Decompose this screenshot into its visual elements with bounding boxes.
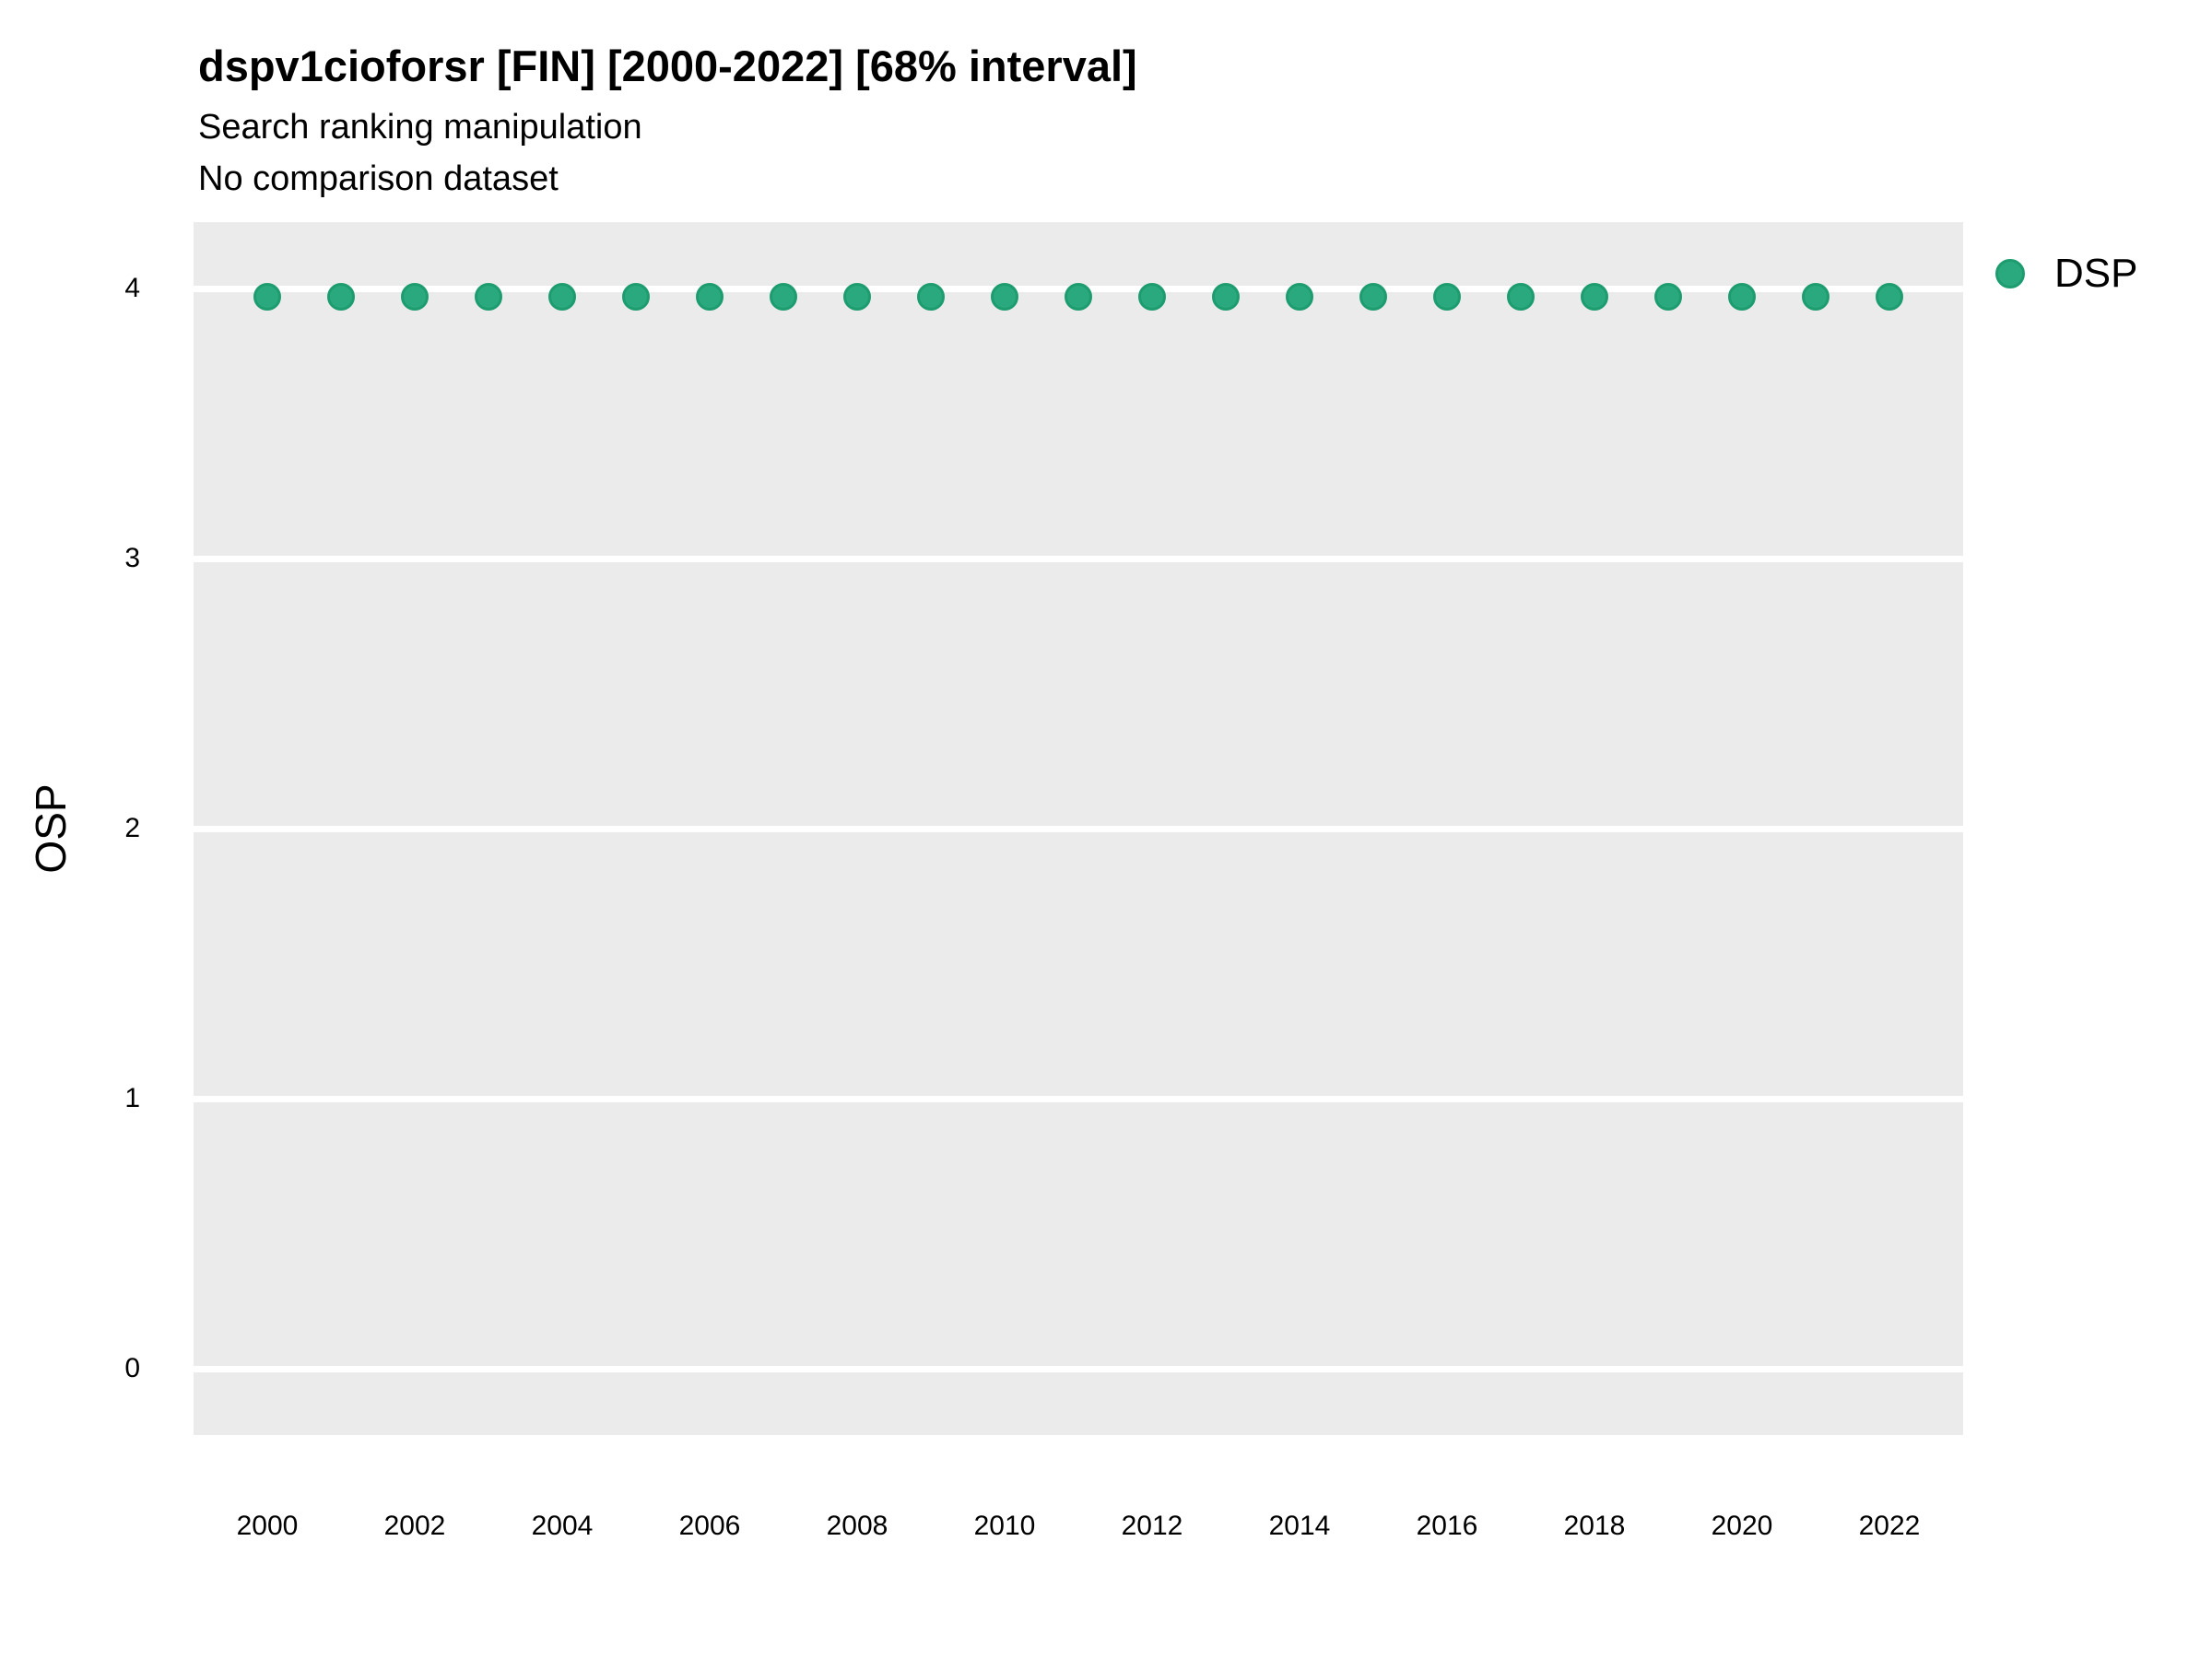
x-tick-label-2008: 2008 (826, 1511, 888, 1541)
data-point-dsp-2021 (1802, 282, 1830, 311)
data-point-dsp-2019 (1654, 282, 1682, 311)
data-point-dsp-2003 (475, 282, 502, 311)
data-point-dsp-2007 (770, 282, 797, 311)
data-point-dsp-2006 (696, 282, 724, 311)
chart-note: No comparison dataset (198, 159, 559, 198)
x-tick-label-2020: 2020 (1711, 1511, 1773, 1541)
data-point-dsp-2015 (1359, 282, 1387, 311)
data-point-dsp-2018 (1581, 282, 1608, 311)
data-point-dsp-2010 (991, 282, 1018, 311)
data-point-dsp-2002 (401, 282, 429, 311)
x-tick-label-2002: 2002 (383, 1511, 446, 1541)
x-tick-label-2006: 2006 (678, 1511, 741, 1541)
y-tick-label-1: 1 (124, 1083, 140, 1113)
x-tick-label-2014: 2014 (1268, 1511, 1331, 1541)
data-point-dsp-2009 (917, 282, 945, 311)
data-point-dsp-2011 (1065, 282, 1092, 311)
legend: DSP (1995, 250, 2137, 298)
gridline-y-2 (194, 825, 1963, 832)
x-tick-label-2010: 2010 (973, 1511, 1036, 1541)
chart-title: dspv1cioforsr [FIN] [2000-2022] [68% int… (198, 41, 1137, 90)
x-tick-label-2016: 2016 (1416, 1511, 1478, 1541)
x-tick-label-2000: 2000 (236, 1511, 299, 1541)
chart-subtitle: Search ranking manipulation (198, 108, 642, 147)
y-tick-label-4: 4 (124, 273, 140, 303)
data-point-dsp-2004 (548, 282, 576, 311)
gridline-y-0 (194, 1365, 1963, 1372)
legend-label-dsp: DSP (2054, 251, 2138, 296)
legend-marker-dsp-icon (1995, 259, 2025, 288)
x-tick-label-2022: 2022 (1858, 1511, 1921, 1541)
y-tick-label-2: 2 (124, 813, 140, 843)
x-tick-label-2018: 2018 (1563, 1511, 1626, 1541)
data-point-dsp-2016 (1433, 282, 1461, 311)
x-tick-label-2004: 2004 (531, 1511, 594, 1541)
data-point-dsp-2017 (1507, 282, 1535, 311)
y-tick-label-0: 0 (124, 1353, 140, 1383)
data-point-dsp-2020 (1728, 282, 1756, 311)
x-tick-label-2012: 2012 (1121, 1511, 1183, 1541)
data-point-dsp-2013 (1212, 282, 1240, 311)
data-point-dsp-2022 (1876, 282, 1903, 311)
data-point-dsp-2000 (253, 282, 281, 311)
data-point-dsp-2005 (622, 282, 650, 311)
data-point-dsp-2008 (843, 282, 871, 311)
y-tick-label-3: 3 (124, 543, 140, 573)
plot-panel (194, 222, 1963, 1435)
data-point-dsp-2001 (327, 282, 355, 311)
gridline-y-1 (194, 1095, 1963, 1102)
data-point-dsp-2012 (1138, 282, 1166, 311)
gridline-y-3 (194, 555, 1963, 562)
data-point-dsp-2014 (1286, 282, 1313, 311)
